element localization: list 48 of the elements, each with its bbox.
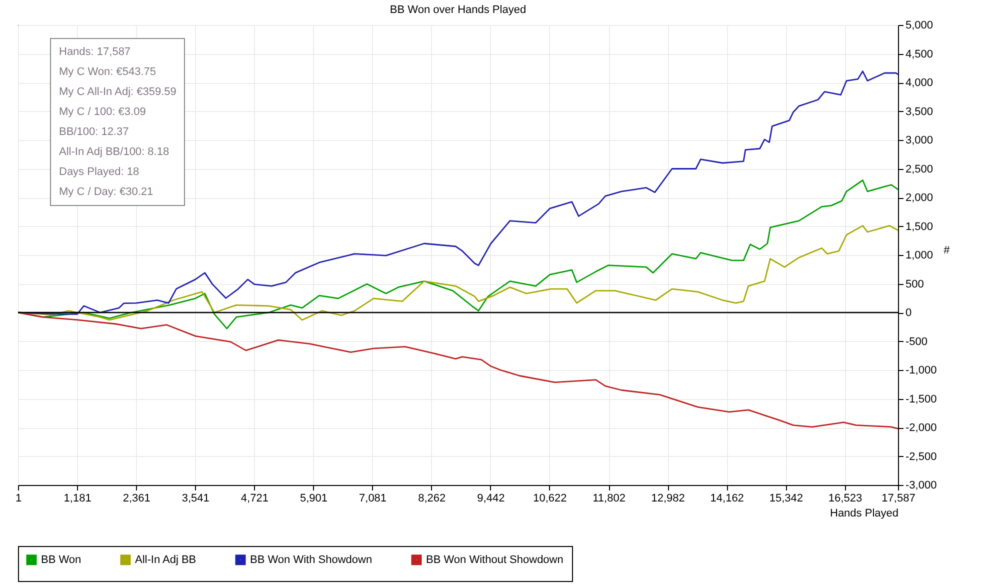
x-tick-label: 11,802 <box>592 492 626 504</box>
legend-label: BB Won Without Showdown <box>426 554 564 566</box>
x-tick-label: 9,442 <box>477 492 505 504</box>
x-tick-label: 4,721 <box>240 492 268 504</box>
y-tick-label: 0 <box>906 307 912 319</box>
annotation: My C / 100: €3.09 <box>59 105 147 120</box>
x-tick-label: 1,181 <box>64 492 92 504</box>
legend-label: BB Won <box>41 554 82 566</box>
annotation: My C / Day: €30.21 <box>59 185 154 200</box>
annotation: Days Played: 18 <box>59 165 140 180</box>
y-axis-title: # <box>944 244 951 256</box>
x-tick-label: 2,361 <box>122 492 150 504</box>
annotation: Hands: 17,587 <box>59 45 132 60</box>
x-tick-label: 17,587 <box>882 492 916 504</box>
x-tick-label: 12,982 <box>651 492 685 504</box>
annotation: My C All-In Adj: €359.59 <box>59 85 176 100</box>
y-tick-label: 1,500 <box>906 220 934 233</box>
x-tick-label: 7,081 <box>359 492 387 504</box>
y-tick-label: 4,000 <box>906 77 934 89</box>
annotation: My C Won: €543.75 <box>59 65 158 80</box>
y-tick-label: 1,000 <box>906 250 934 262</box>
y-tick-label: 4,500 <box>906 48 934 60</box>
x-axis-title: Hands Played <box>830 508 898 520</box>
y-tick-label: -1,000 <box>906 364 937 376</box>
annotation: BB/100: 12.37 <box>59 125 130 140</box>
y-tick-label: 5,000 <box>906 20 934 32</box>
x-tick-label: 16,523 <box>828 492 862 504</box>
y-tick-label: -2,000 <box>906 422 937 434</box>
x-tick-label: 15,342 <box>769 492 803 504</box>
x-tick-label: 3,541 <box>182 492 210 504</box>
x-tick-label: 5,901 <box>300 492 328 504</box>
y-tick-label: 2,500 <box>906 163 934 176</box>
x-tick-label: 8,262 <box>418 492 446 504</box>
x-tick-label: 1 <box>15 492 22 504</box>
legend-label: All-In Adj BB <box>135 554 196 566</box>
y-tick-label: 2,000 <box>906 192 934 204</box>
chart-title: BB Won over Hands Played <box>390 4 526 16</box>
legend-label: BB Won With Showdown <box>250 554 372 566</box>
y-tick-label: -2,500 <box>906 450 937 463</box>
x-tick-label: 10,622 <box>533 492 567 504</box>
y-tick-label: -500 <box>906 336 928 348</box>
y-tick-label: 3,500 <box>906 106 934 118</box>
x-tick-label: 14,162 <box>710 492 744 504</box>
y-tick-label: 500 <box>906 278 924 290</box>
y-tick-label: 3,000 <box>906 134 934 146</box>
annotation: All-In Adj BB/100: 8.18 <box>59 145 170 160</box>
y-tick-label: -1,500 <box>906 393 937 406</box>
y-tick-label: -3,000 <box>906 480 937 492</box>
